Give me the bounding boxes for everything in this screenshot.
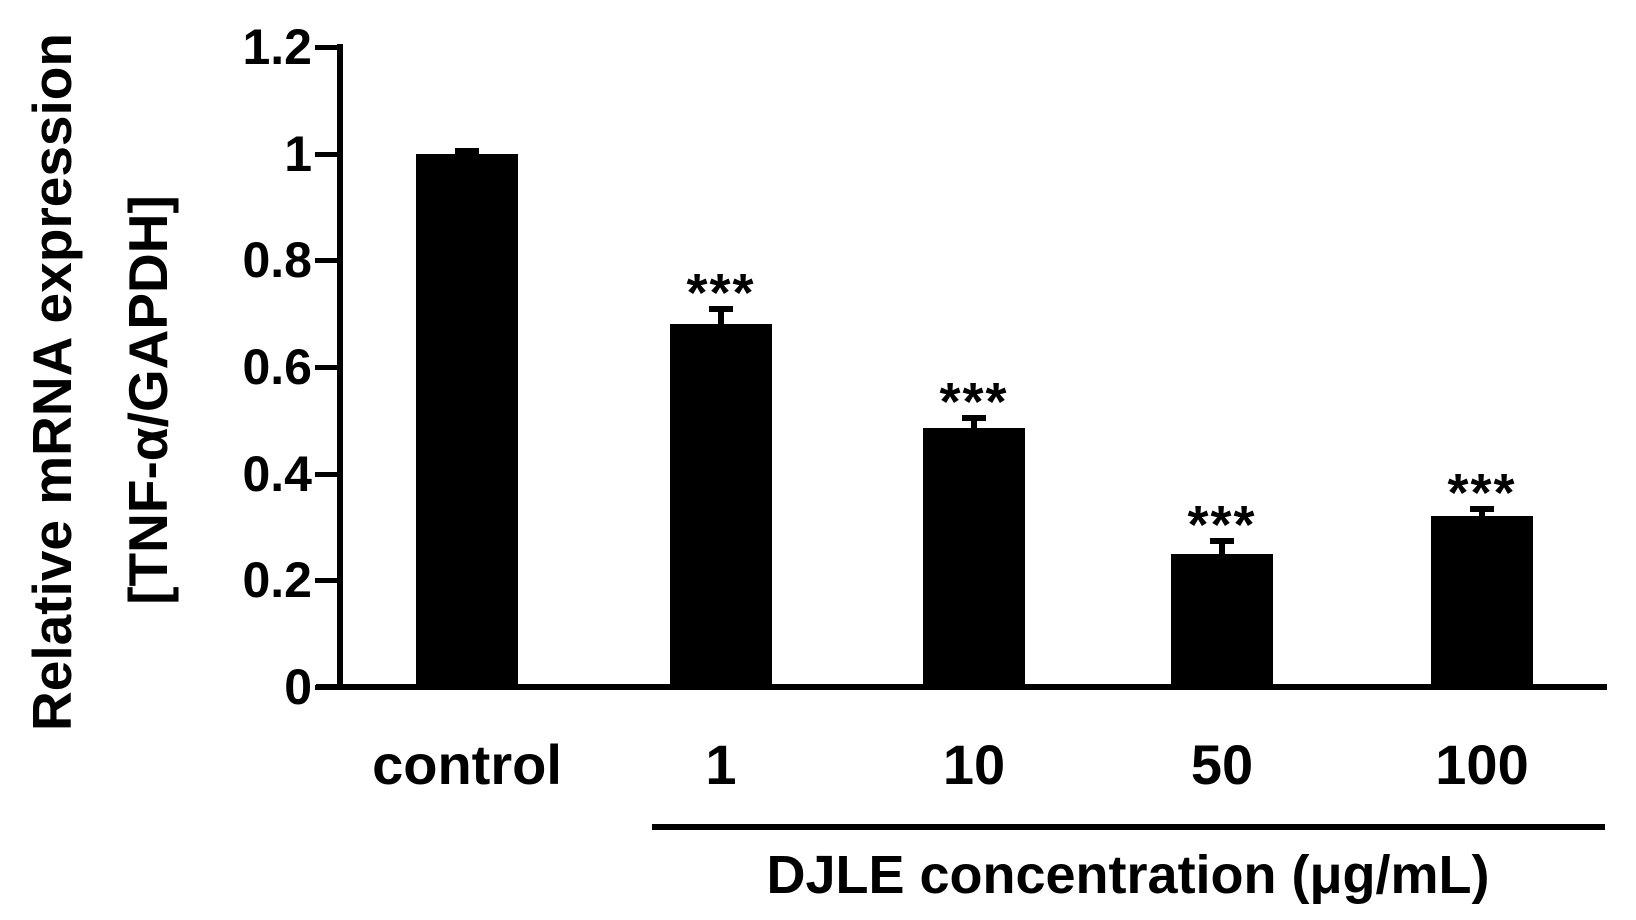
x-category-label: control	[372, 733, 562, 796]
y-axis-tick	[315, 471, 337, 477]
bar	[923, 428, 1025, 687]
y-tick-label: 0.6	[242, 339, 312, 395]
bar	[670, 324, 772, 687]
y-axis-tick	[315, 258, 337, 264]
y-tick-label: 0.8	[242, 232, 312, 289]
error-bar-stem	[718, 305, 724, 325]
y-axis-line	[337, 44, 343, 690]
x-category-label: 100	[1435, 733, 1529, 796]
y-tick-label: 0.4	[242, 445, 312, 502]
x-axis-line	[316, 684, 1607, 690]
error-bar-cap	[1470, 505, 1494, 512]
significance-marker: ***	[686, 262, 756, 323]
y-axis-tick	[315, 365, 337, 370]
bar	[416, 153, 518, 687]
y-axis-tick	[315, 151, 337, 157]
group-axis-line	[652, 824, 1605, 830]
error-bar-cap	[962, 415, 986, 421]
y-axis-tick	[315, 578, 337, 584]
error-bar-cap	[455, 148, 479, 155]
x-category-label: 10	[942, 733, 1006, 796]
significance-marker: ***	[939, 372, 1009, 432]
error-bar-cap	[709, 305, 733, 312]
error-bar-cap	[1210, 537, 1234, 544]
y-tick-label: 0	[284, 659, 312, 715]
y-tick-label: 1.2	[242, 19, 312, 75]
significance-marker: ***	[1447, 462, 1517, 523]
group-axis-label: DJLE concentration (μg/mL)	[766, 845, 1490, 905]
y-tick-label: 1	[284, 125, 312, 182]
y-axis-title-line1: Relative mRNA expression	[21, 33, 83, 731]
y-axis-tick	[315, 45, 337, 50]
bar	[1431, 516, 1533, 687]
y-axis-tick	[315, 685, 337, 690]
significance-marker: ***	[1187, 494, 1257, 555]
bar	[1171, 553, 1273, 687]
error-bar-stem	[971, 415, 977, 429]
x-category-label: 1	[705, 733, 737, 796]
y-tick-label: 0.2	[242, 552, 312, 609]
x-category-label: 50	[1190, 733, 1254, 796]
error-bar-stem	[1219, 537, 1225, 554]
